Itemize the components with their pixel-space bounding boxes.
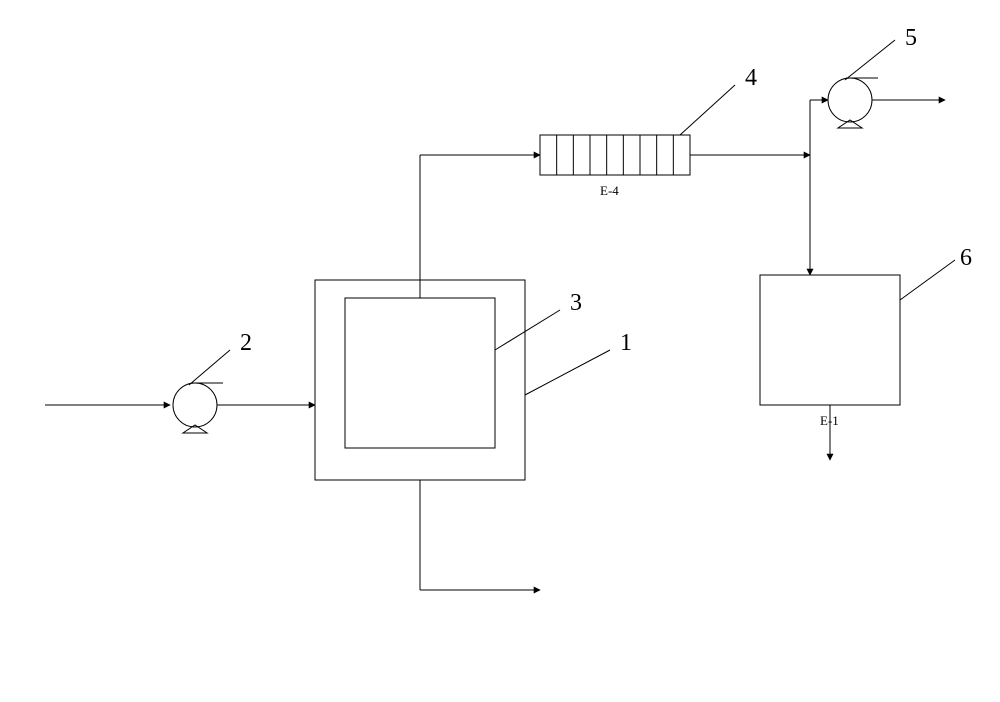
label-n5: 5	[905, 25, 917, 51]
heat-exchanger	[540, 135, 690, 175]
leader-lines	[189, 40, 955, 395]
diagram-canvas: 1 2 3 4 5 6 E-4 E-1	[0, 0, 1000, 702]
pump-right	[828, 78, 878, 128]
label-n6: 6	[960, 245, 972, 271]
label-n3: 3	[570, 290, 582, 316]
label-e4: E-4	[600, 183, 619, 198]
tank	[760, 275, 900, 405]
label-e1: E-1	[820, 413, 839, 428]
label-n1: 1	[620, 330, 632, 356]
label-n4: 4	[745, 65, 757, 91]
label-n2: 2	[240, 330, 252, 356]
inner-vessel	[345, 298, 495, 448]
outer-vessel	[315, 280, 525, 480]
pump-left	[173, 383, 223, 433]
labels: 1 2 3 4 5 6 E-4 E-1	[240, 25, 972, 428]
